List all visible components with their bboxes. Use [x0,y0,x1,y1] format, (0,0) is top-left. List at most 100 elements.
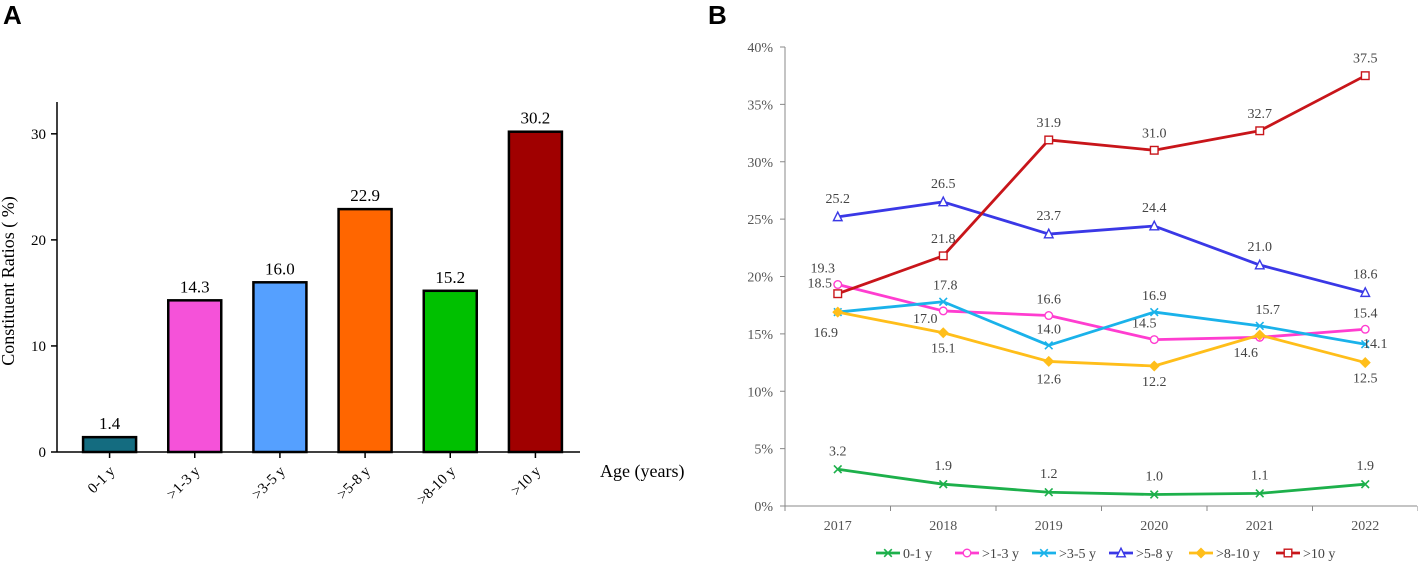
y-tick-label: 20% [747,271,773,286]
panel-a-letter: A [3,0,22,30]
series->3-5 y: 16.9 17.8 14.0 16.9 15.7 14.1 [814,279,1388,352]
data-point [938,297,948,307]
data-point [1043,227,1055,239]
y-tick-label: 35% [747,98,773,113]
data-point [1195,547,1207,559]
data-point [937,195,949,207]
data-label: 15.4 [1353,306,1378,321]
data-label: 12.5 [1353,372,1378,387]
x-axis-title: Age (years) [600,461,684,482]
data-point [1149,307,1159,317]
data-point [1360,324,1370,334]
data-point [1149,145,1159,155]
data-label: 21.0 [1248,240,1273,255]
data-label: 1.1 [1251,468,1269,483]
data-label: 16.9 [1142,289,1167,304]
data-label: 14.6 [1234,346,1259,361]
legend-label: >3-5 y [1059,547,1096,562]
series->8-10 y: 15.1 12.6 12.2 14.6 12.5 [832,306,1378,390]
data-label: 14.1 [1363,337,1388,352]
data-point [832,210,844,222]
data-point [1149,335,1159,345]
data-point [1255,489,1265,498]
data-point [1255,126,1265,136]
data-point [1043,355,1055,367]
data-point [1148,360,1160,372]
series->1-3 y: 19.3 17.0 16.6 14.5 15.4 [811,262,1378,345]
data-point [1254,258,1266,270]
bar-value-label: 1.4 [99,414,121,433]
data-point [938,479,948,489]
x-tick-label: >3-5 y [249,463,289,503]
legend-item: >8-10 y [1189,547,1260,562]
y-tick-label: 30 [31,127,46,143]
legend-item: >1-3 y [955,547,1019,562]
y-tick-label: 0 [39,445,47,461]
data-point [1115,546,1127,558]
data-point [1148,219,1160,231]
data-point [833,280,843,290]
panel-b-letter: B [708,0,727,30]
series-line [837,74,1366,296]
x-tick-label: 2020 [1140,519,1168,534]
data-point [938,251,948,261]
data-point [1360,71,1370,81]
data-point [1044,311,1054,321]
bar [507,130,564,454]
data-point [833,464,843,474]
y-tick-label: 20 [31,233,46,249]
data-point [832,306,844,318]
data-point [1359,286,1371,298]
data-label: 37.5 [1353,52,1378,67]
data-point [1044,135,1054,145]
data-point [833,289,843,299]
y-tick-label: 5% [754,443,773,458]
data-label: 26.5 [931,177,956,192]
x-tick-label: >5-8 y [335,463,375,503]
bar-value-label: 14.3 [180,277,210,296]
data-label: 1.0 [1146,470,1164,485]
bar-value-label: 30.2 [521,109,551,128]
y-tick-label: 0% [754,500,773,515]
data-label: 25.2 [826,192,851,207]
data-point [1359,357,1371,369]
data-label: 15.7 [1256,303,1281,318]
data-label: 31.9 [1037,116,1062,131]
data-label: 17.0 [913,312,938,327]
legend: 0-1 y >1-3 y >3-5 y >5-8 y >8-10 y >10 y [876,546,1335,562]
data-point [1360,339,1370,349]
data-label: 3.2 [829,444,847,459]
series-line [837,310,1366,368]
data-label: 15.1 [931,342,956,357]
data-label: 14.5 [1132,317,1157,332]
bar-value-label: 22.9 [350,186,380,205]
data-point [1255,321,1265,331]
legend-item: >3-5 y [1032,547,1096,562]
data-label: 12.2 [1142,375,1167,390]
x-tick-label: 0-1 y [85,463,119,497]
y-tick-label: 10 [31,339,46,355]
x-tick-label: 2021 [1246,519,1274,534]
y-tick-label: 10% [747,385,773,400]
data-label: 32.7 [1248,107,1273,122]
line-chart: 0% 5% 10% 15% 20% 25% 30% 35% 40% 2017 2018 2019 202… [747,41,1418,562]
data-label: 24.4 [1142,201,1167,216]
x-tick-label: 2019 [1035,519,1063,534]
x-tick-label: 2018 [929,519,957,534]
data-label: 16.6 [1037,293,1062,308]
data-label: 18.5 [808,277,833,292]
legend-label: >10 y [1303,547,1335,562]
data-point [1283,548,1293,558]
legend-label: >8-10 y [1216,547,1260,562]
legend-item: >10 y [1276,547,1335,562]
data-label: 17.8 [933,279,958,294]
legend-label: >1-3 y [982,547,1019,562]
bar [167,299,223,454]
data-label: 12.6 [1037,372,1062,387]
data-point [1044,340,1054,350]
data-label: 1.9 [935,459,953,474]
y-tick-label: 15% [747,328,773,343]
data-point [1039,548,1049,558]
x-tick-label: >1-3 y [164,463,204,503]
